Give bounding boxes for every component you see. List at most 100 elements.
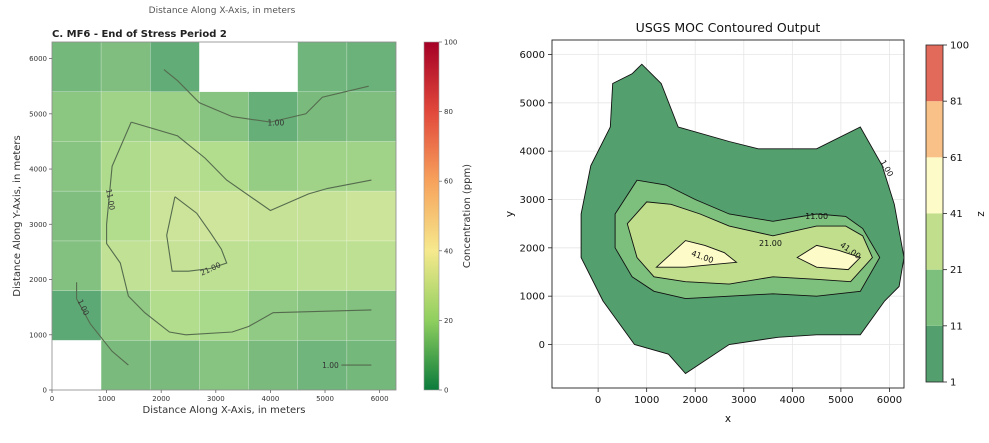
mf6-y-tick-label: 2000	[29, 276, 47, 284]
mf6-x-tick-label: 6000	[371, 395, 389, 403]
mf6-cell	[199, 190, 249, 242]
mf6-cell	[248, 339, 299, 391]
mf6-cell	[248, 190, 299, 242]
mf6-cell	[248, 41, 299, 93]
moc-y-axis-label: y	[504, 211, 516, 217]
moc-y-ticks: 0 1000 2000 3000 4000 5000 6000	[520, 50, 552, 351]
moc-title: USGS MOC Contoured Output	[636, 20, 821, 35]
mf6-x-tick-label: 4000	[261, 395, 279, 403]
mf6-cell	[297, 141, 348, 192]
mf6-cell	[199, 339, 249, 391]
mf6-colorbar-tick-label: 60	[444, 178, 453, 186]
mf6-cell	[199, 91, 249, 142]
mf6-x-tick-label: 0	[50, 395, 54, 403]
mf6-cell	[297, 41, 348, 93]
mf6-colorbar-tick-label: 40	[444, 247, 453, 255]
mf6-y-tick-label: 1000	[29, 331, 47, 339]
moc-y-tick-label: 3000	[520, 195, 545, 206]
moc-y-tick-label: 2000	[520, 243, 545, 254]
moc-contour-band	[796, 244, 862, 271]
moc-colorbar	[925, 44, 944, 383]
mf6-colorbar-tick-label: 0	[444, 387, 448, 395]
moc-y-tick-label: 5000	[520, 98, 545, 109]
moc-x-tick-label: 3000	[731, 395, 756, 406]
mf6-x-axis-label: Distance Along X-Axis, in meters	[143, 405, 306, 416]
mf6-contour-line	[106, 121, 372, 336]
moc-x-axis-label: x	[725, 413, 731, 425]
moc-x-tick-label: 6000	[877, 395, 902, 406]
mf6-cell	[199, 141, 249, 192]
mf6-cell	[149, 41, 200, 93]
mf6-y-ticks: 0 1000 2000 3000 4000 5000 6000	[29, 55, 52, 395]
mf6-cell	[51, 190, 102, 242]
mf6-cell	[297, 240, 348, 291]
mf6-cell	[248, 290, 299, 341]
mf6-cell	[297, 290, 348, 341]
mf6-y-tick-label: 3000	[29, 221, 47, 229]
mf6-plot-frame	[51, 41, 397, 391]
moc-colorbar-segment	[926, 45, 943, 102]
mf6-cell	[51, 91, 102, 142]
moc-colorbar-segment	[926, 325, 943, 382]
mf6-cell	[297, 339, 348, 391]
mf6-cell	[100, 41, 151, 93]
mf6-cell	[51, 141, 102, 192]
mf6-cell	[100, 290, 151, 341]
moc-colorbar-tick-label: 81	[950, 97, 963, 108]
mf6-contour-line	[166, 196, 228, 272]
mf6-cell	[149, 290, 200, 341]
mf6-cell	[346, 91, 397, 142]
moc-colorbar-tick-label: 61	[950, 153, 963, 164]
mf6-y-axis-label: Distance Along Y-Axis, in meters	[12, 135, 23, 297]
mf6-contour-line	[163, 69, 369, 123]
mf6-colorbar-tick-label: 100	[444, 39, 457, 47]
moc-x-tick-label: 2000	[683, 395, 708, 406]
moc-y-tick-label: 4000	[520, 147, 545, 158]
mf6-y-tick-label: 0	[43, 387, 47, 395]
mf6-cell	[51, 41, 102, 93]
mf6-y-tick-label: 4000	[29, 166, 47, 174]
mf6-cell	[346, 190, 397, 242]
moc-colorbar-segment	[926, 101, 943, 158]
mf6-y-tick-label: 5000	[29, 110, 47, 118]
moc-colorbar-tick-label: 11	[950, 321, 963, 332]
mf6-cell	[199, 240, 249, 291]
moc-contour-label: 21.00	[759, 239, 782, 248]
mf6-contour-label: 1.00	[322, 361, 339, 370]
mf6-cell	[149, 240, 200, 291]
mf6-cell	[51, 240, 102, 291]
mf6-cell	[248, 240, 299, 291]
mf6-contour-line	[131, 121, 372, 212]
mf6-cell	[248, 91, 299, 142]
mf6-cell	[51, 339, 102, 391]
mf6-colorbar-tick-label: 20	[444, 317, 453, 325]
mf6-contour-line	[76, 282, 129, 366]
moc-colorbar-tick-label: 41	[950, 209, 963, 220]
mf6-cell	[100, 141, 151, 192]
mf6-colorbar	[423, 41, 440, 391]
mf6-cell	[297, 91, 348, 142]
moc-filled-contours	[580, 63, 905, 375]
mf6-colorbar-label: Concentration (ppm)	[462, 164, 473, 268]
moc-x-tick-label: 1000	[634, 395, 659, 406]
moc-colorbar-tick-label: 1	[950, 378, 956, 389]
moc-colorbar-segment	[926, 213, 943, 270]
mf6-cell	[346, 240, 397, 291]
moc-colorbar-label: z	[975, 211, 987, 217]
moc-x-tick-label: 5000	[828, 395, 853, 406]
moc-y-tick-label: 6000	[520, 50, 545, 61]
mf6-cell	[346, 290, 397, 341]
mf6-cell	[100, 240, 151, 291]
moc-colorbar-tick-label: 100	[950, 41, 969, 52]
mf6-cell	[199, 41, 249, 93]
moc-plot-frame	[551, 39, 905, 389]
mf6-contour-label: 11.00	[104, 188, 117, 211]
mf6-cell	[248, 141, 299, 192]
mf6-x-tick-label: 2000	[152, 395, 170, 403]
moc-x-tick-label: 0	[595, 395, 601, 406]
mf6-cell	[149, 339, 200, 391]
mf6-cell	[149, 91, 200, 142]
mf6-cell	[100, 91, 151, 142]
